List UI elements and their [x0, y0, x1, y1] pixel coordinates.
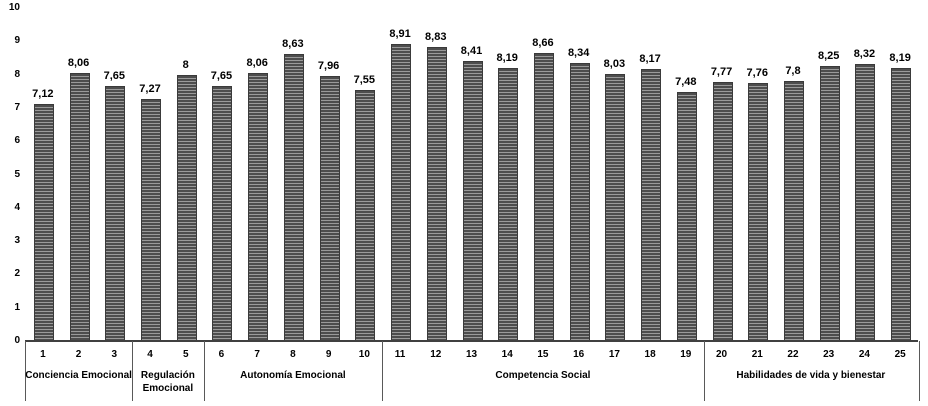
bar-value-label: 8,66	[532, 36, 554, 49]
bar	[141, 98, 162, 342]
bar	[641, 68, 662, 342]
bar	[498, 68, 519, 342]
x-axis-category-label: 6	[218, 349, 225, 360]
bar	[462, 60, 483, 342]
bar-value-label: 7,76	[746, 66, 768, 79]
group-label: Conciencia Emocional	[25, 370, 132, 381]
y-axis-tick-label: 2	[14, 268, 20, 280]
x-axis-category-label: 7	[254, 349, 260, 360]
x-axis-category-label: 4	[147, 349, 153, 360]
bar	[212, 86, 233, 342]
bar	[712, 82, 733, 342]
bar-value-label: 8,19	[889, 52, 911, 65]
x-axis-category-label: 23	[823, 349, 835, 360]
x-axis-category-label: 24	[858, 349, 870, 360]
bar	[855, 63, 876, 342]
bar-value-label: 8,06	[67, 56, 90, 69]
bar-value-label: 7,77	[710, 66, 733, 79]
bar-value-label: 8	[182, 58, 189, 71]
bar-value-label: 8,25	[817, 50, 840, 63]
bar	[748, 82, 769, 342]
bar	[176, 74, 197, 342]
bar	[426, 46, 447, 342]
x-axis-category-label: 15	[537, 349, 549, 360]
group-box	[203, 341, 384, 401]
y-axis-tick-label: 9	[14, 35, 20, 47]
x-axis-line	[25, 340, 918, 342]
bar	[891, 68, 912, 342]
x-axis-category-label: 2	[75, 349, 82, 360]
x-axis-category-label: 16	[573, 349, 585, 360]
group-label: Habilidades de vida y bienestar	[736, 370, 886, 381]
x-axis-category-label: 18	[644, 349, 656, 360]
bar	[355, 89, 376, 342]
bar-value-label: 7,12	[32, 87, 54, 100]
bar	[33, 103, 54, 342]
bar	[569, 63, 590, 342]
y-axis-tick-label: 4	[14, 201, 20, 213]
x-axis-category-label: 19	[680, 349, 692, 360]
bar-value-label: 8,41	[460, 44, 483, 57]
group-box	[382, 341, 704, 401]
x-axis-category-label: 14	[501, 349, 513, 360]
y-axis-tick-label: 0	[14, 335, 20, 346]
x-axis-category-label: 22	[787, 349, 799, 360]
bar-value-label: 7,8	[785, 65, 801, 78]
bar-value-label: 8,03	[603, 57, 626, 70]
bar-value-label: 7,48	[675, 75, 697, 88]
x-axis-category-label: 17	[608, 349, 620, 360]
x-axis-category-label: 10	[358, 349, 370, 360]
y-axis-tick-label: 8	[14, 68, 20, 80]
x-axis-category-label: 20	[715, 349, 728, 360]
bar-value-label: 8,83	[425, 30, 447, 43]
x-axis-category-label: 25	[894, 349, 906, 360]
bar-value-label: 7,65	[210, 70, 233, 83]
bar-value-label: 7,96	[317, 59, 340, 72]
x-axis-category-label: 1	[40, 349, 46, 360]
bar	[248, 72, 269, 342]
group-box	[703, 341, 920, 401]
bar	[783, 81, 804, 342]
bar-value-label: 8,17	[639, 52, 661, 65]
x-axis-category-label: 5	[182, 349, 189, 360]
y-axis-tick-label: 10	[8, 2, 20, 13]
bar	[69, 72, 90, 342]
x-axis-category-label: 21	[751, 349, 763, 360]
bar	[819, 66, 840, 342]
group-label: Competencia Social	[495, 370, 591, 381]
bar-value-label: 8,32	[853, 47, 876, 60]
x-axis-category-label: 12	[430, 349, 442, 360]
bar-value-label: 8,34	[567, 47, 590, 60]
x-axis-category-label: 9	[325, 349, 332, 360]
x-axis-category-label: 8	[290, 349, 296, 360]
bar-value-label: 7,65	[103, 70, 125, 83]
group-label: Regulación Emocional	[140, 370, 195, 394]
bar-value-label: 7,27	[139, 82, 161, 95]
bar	[283, 53, 304, 342]
y-axis-tick-label: 7	[14, 101, 20, 113]
bar	[676, 91, 697, 342]
group-label: Autonomía Emocional	[240, 370, 346, 381]
group-box	[132, 341, 204, 401]
y-axis-tick-label: 6	[14, 135, 20, 147]
group-box	[25, 341, 133, 401]
x-axis-category-label: 13	[465, 349, 478, 360]
bar-value-label: 8,19	[496, 52, 518, 65]
bar	[105, 86, 126, 342]
y-axis-tick-label: 3	[14, 235, 20, 247]
bar	[319, 75, 340, 342]
bar	[533, 52, 554, 342]
x-axis-category-label: 3	[111, 349, 118, 360]
bar-value-label: 8,63	[282, 37, 304, 50]
bar	[605, 73, 626, 342]
bar-value-label: 8,91	[389, 28, 411, 41]
y-axis-tick-label: 5	[14, 168, 20, 180]
bar-value-label: 8,06	[246, 56, 268, 69]
bar	[391, 44, 412, 342]
y-axis-tick-label: 1	[14, 301, 20, 313]
x-axis-category-label: 11	[394, 349, 406, 360]
bar-value-label: 7,55	[353, 73, 376, 86]
